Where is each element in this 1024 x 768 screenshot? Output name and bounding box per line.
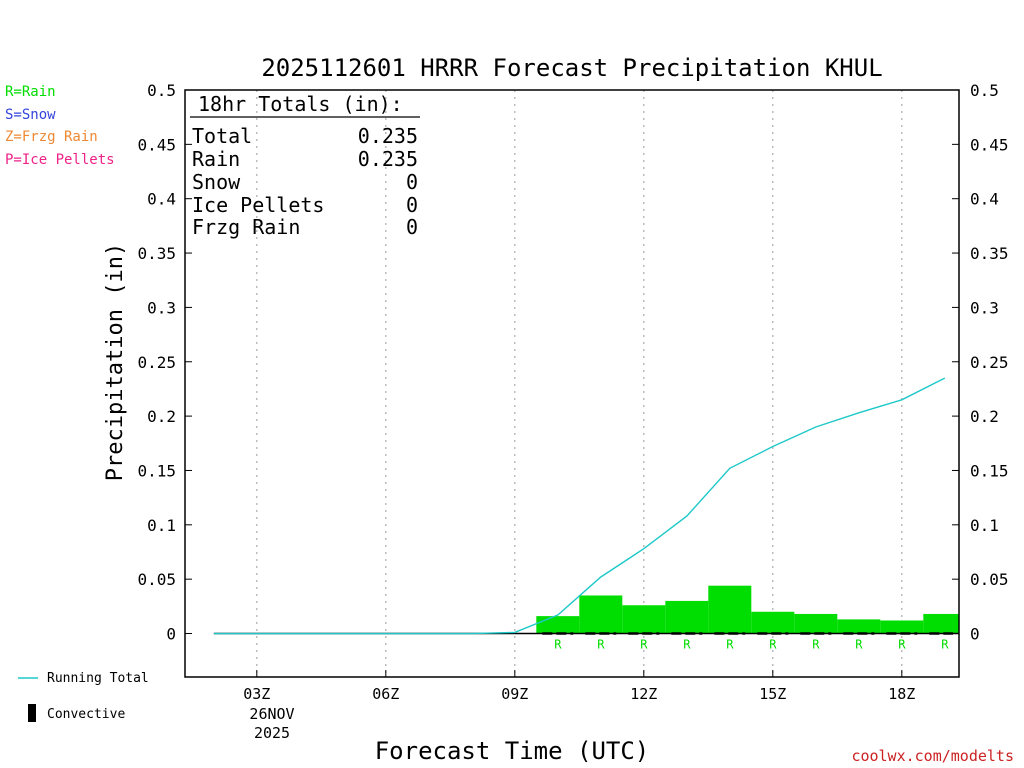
precip-type-letter: R	[554, 638, 562, 652]
rain-bar	[794, 613, 838, 634]
precip-type-letter: R	[941, 638, 949, 652]
y-tick-label-right: 0.4	[970, 190, 999, 209]
y-tick-label-left: 0.05	[137, 570, 176, 589]
running-total-line	[213, 377, 946, 635]
x-tick-label: 03Z	[243, 685, 270, 703]
precip-type-letter: R	[640, 638, 648, 652]
y-tick-label-left: 0	[166, 625, 176, 644]
rain-bar	[923, 613, 959, 634]
precip-type-letter: R	[597, 638, 605, 652]
running-total-polyline	[213, 377, 946, 635]
rain-bar	[579, 595, 623, 634]
x-axis-label: Forecast Time (UTC)	[375, 737, 650, 765]
y-tick-label-right: 0.45	[970, 135, 1009, 154]
convective-swatch	[28, 704, 36, 722]
totals-snow-label: Snow	[192, 170, 241, 194]
y-tick-label-left: 0.35	[137, 244, 176, 263]
totals-box: 18hr Totals (in): Total 0.235 Rain 0.235…	[190, 92, 420, 239]
totals-total-label: Total	[192, 124, 252, 148]
precip-type-letter: R	[769, 638, 777, 652]
precip-type-letter: R	[812, 638, 820, 652]
totals-ice-value: 0	[406, 193, 418, 217]
rain-bars	[213, 585, 959, 635]
y-tick-label-right: 0.35	[970, 244, 1009, 263]
y-tick-label-right: 0.25	[970, 353, 1009, 372]
y-tick-label-right: 0.3	[970, 298, 999, 317]
totals-ice-label: Ice Pellets	[192, 193, 324, 217]
legend-frzg-rain: Z=Frzg Rain	[5, 129, 98, 145]
x-year-label: 2025	[254, 724, 290, 742]
totals-header: 18hr Totals (in):	[198, 92, 403, 116]
y-tick-label-right: 0.1	[970, 516, 999, 535]
legend-rain: R=Rain	[5, 84, 56, 100]
totals-rain-value: 0.235	[358, 147, 418, 171]
y-tick-label-left: 0.25	[137, 353, 176, 372]
y-tick-label-right: 0.5	[970, 81, 999, 100]
x-axis-ticks: 03Z 06Z 09Z 12Z 15Z 18Z	[243, 670, 915, 703]
y-tick-label-left: 0.45	[137, 135, 176, 154]
y-tick-label-left: 0.2	[147, 407, 176, 426]
rain-bar	[708, 585, 752, 634]
convective-legend-label: Convective	[47, 707, 125, 722]
precip-type-legend: R=Rain S=Snow Z=Frzg Rain P=Ice Pellets	[5, 84, 115, 168]
x-tick-label: 09Z	[501, 685, 528, 703]
precip-type-letter: R	[726, 638, 734, 652]
y-tick-label-left: 0.15	[137, 461, 176, 480]
credit-text: coolwx.com/modelts	[851, 747, 1014, 765]
y-tick-label-right: 0.2	[970, 407, 999, 426]
x-tick-label: 12Z	[630, 685, 657, 703]
x-date-label: 26NOV	[249, 705, 294, 723]
totals-snow-value: 0	[406, 170, 418, 194]
precip-type-letter: R	[898, 638, 906, 652]
rain-bar	[837, 619, 881, 634]
totals-rain-label: Rain	[192, 147, 240, 171]
x-tick-label: 15Z	[759, 685, 786, 703]
y-tick-label-right: 0	[970, 625, 980, 644]
y-tick-label-right: 0.05	[970, 570, 1009, 589]
y-tick-label-left: 0.1	[147, 516, 176, 535]
x-tick-label: 18Z	[888, 685, 915, 703]
x-tick-label: 06Z	[372, 685, 399, 703]
rain-bar	[880, 620, 924, 634]
x-gridlines	[256, 90, 903, 677]
legend-snow: S=Snow	[5, 107, 56, 123]
totals-total-value: 0.235	[358, 124, 418, 148]
running-total-legend-label: Running Total	[47, 671, 149, 686]
precip-type-letter: R	[855, 638, 863, 652]
y-tick-label-left: 0.3	[147, 298, 176, 317]
plot-frame	[184, 89, 960, 678]
totals-frzg-label: Frzg Rain	[192, 215, 300, 239]
y-tick-label-right: 0.15	[970, 461, 1009, 480]
rain-bar	[622, 605, 666, 634]
y-axis-label: Precipitation (in)	[103, 243, 128, 481]
y-tick-label-left: 0.5	[147, 81, 176, 100]
legend-ice-pellets: P=Ice Pellets	[5, 152, 115, 168]
chart-title: 2025112601 HRRR Forecast Precipitation K…	[261, 54, 882, 82]
rain-bar	[665, 600, 709, 634]
rain-bar	[536, 616, 580, 634]
rain-bar	[751, 611, 795, 634]
precip-type-letter: R	[683, 638, 691, 652]
y-tick-label-left: 0.4	[147, 190, 176, 209]
bottom-legend: Running Total Convective	[18, 671, 149, 722]
totals-frzg-value: 0	[406, 215, 418, 239]
y-axis-ticks: 0 00.05 0.050.1 0.10.15 0.150.2 0.20.25 0.250.…	[137, 81, 1008, 644]
